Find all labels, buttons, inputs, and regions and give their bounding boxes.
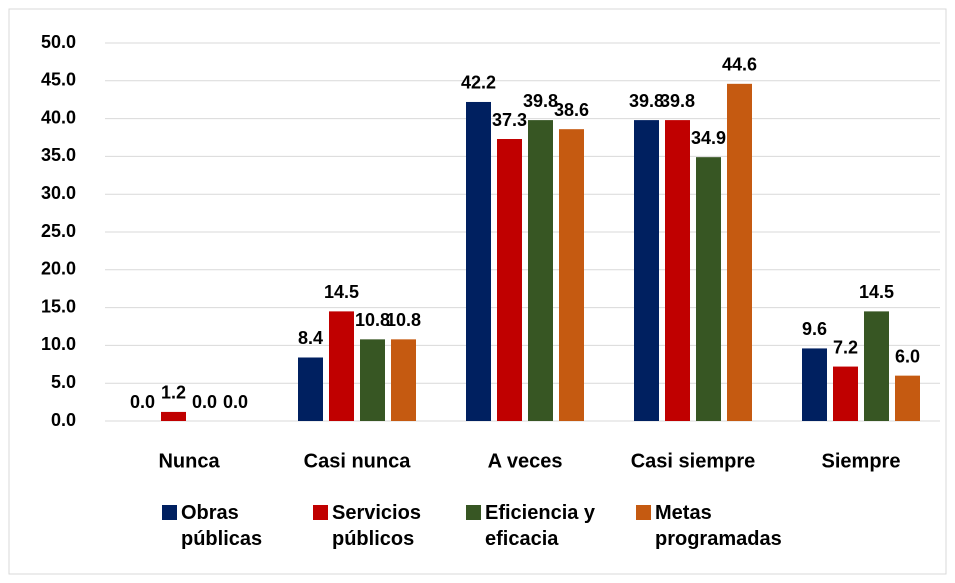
data-label: 14.5 [859, 282, 894, 302]
data-label: 6.0 [895, 346, 920, 366]
x-tick-label: Casi siempre [631, 450, 756, 472]
data-label: 1.2 [161, 383, 186, 403]
data-label: 42.2 [461, 73, 496, 93]
legend-item: Metas programadas [636, 500, 782, 552]
data-label: 10.8 [386, 310, 421, 330]
data-label: 39.8 [523, 91, 558, 111]
bar [696, 157, 721, 421]
y-tick-label: 20.0 [41, 259, 76, 279]
data-label: 38.6 [554, 100, 589, 120]
bar [634, 120, 659, 421]
bar [466, 101, 491, 421]
data-label: 9.6 [802, 319, 827, 339]
data-label: 39.8 [660, 91, 695, 111]
data-label: 37.3 [492, 110, 527, 130]
legend-swatch [466, 505, 481, 520]
bar [895, 375, 920, 421]
data-label: 0.0 [130, 392, 155, 412]
bar [559, 129, 584, 421]
data-label: 8.4 [298, 328, 323, 348]
bar [802, 348, 827, 421]
bar [391, 339, 416, 421]
bar [864, 311, 889, 421]
bar [665, 120, 690, 421]
data-label: 39.8 [629, 91, 664, 111]
bar [161, 411, 186, 421]
legend-label: Eficiencia y eficacia [485, 502, 596, 550]
legend-item: Obras públicas [162, 500, 306, 552]
x-tick-label: Casi nunca [304, 450, 412, 472]
bar [727, 83, 752, 421]
legend-label: Metas programadas [655, 502, 782, 550]
legend-swatch [162, 505, 177, 520]
data-label: 44.6 [722, 55, 757, 75]
y-tick-label: 5.0 [51, 372, 76, 392]
bar [360, 339, 385, 421]
bar [497, 139, 522, 421]
x-tick-label: Siempre [822, 450, 901, 472]
data-label: 14.5 [324, 282, 359, 302]
y-tick-label: 10.0 [41, 334, 76, 354]
data-label: 0.0 [192, 392, 217, 412]
y-tick-label: 50.0 [41, 32, 76, 52]
y-tick-label: 30.0 [41, 183, 76, 203]
bar [329, 311, 354, 421]
bar [298, 357, 323, 421]
x-tick-label: Nunca [158, 450, 220, 472]
y-tick-label: 15.0 [41, 296, 76, 316]
legend-swatch [636, 505, 651, 520]
y-tick-label: 0.0 [51, 410, 76, 430]
data-label: 0.0 [223, 392, 248, 412]
legend-swatch [313, 505, 328, 520]
bar [528, 120, 553, 421]
x-tick-label: A veces [488, 450, 563, 472]
data-label: 7.2 [833, 337, 858, 357]
y-tick-label: 25.0 [41, 221, 76, 241]
data-label: 34.9 [691, 128, 726, 148]
y-tick-label: 40.0 [41, 107, 76, 127]
y-tick-label: 35.0 [41, 145, 76, 165]
legend-item: Servicios públicos [313, 500, 457, 552]
legend-item: Eficiencia y eficacia [466, 500, 610, 552]
y-tick-label: 45.0 [41, 70, 76, 90]
legend-label: Obras públicas [181, 502, 263, 550]
bar [833, 366, 858, 421]
data-label: 10.8 [355, 310, 390, 330]
legend-label: Servicios públicos [332, 502, 421, 550]
